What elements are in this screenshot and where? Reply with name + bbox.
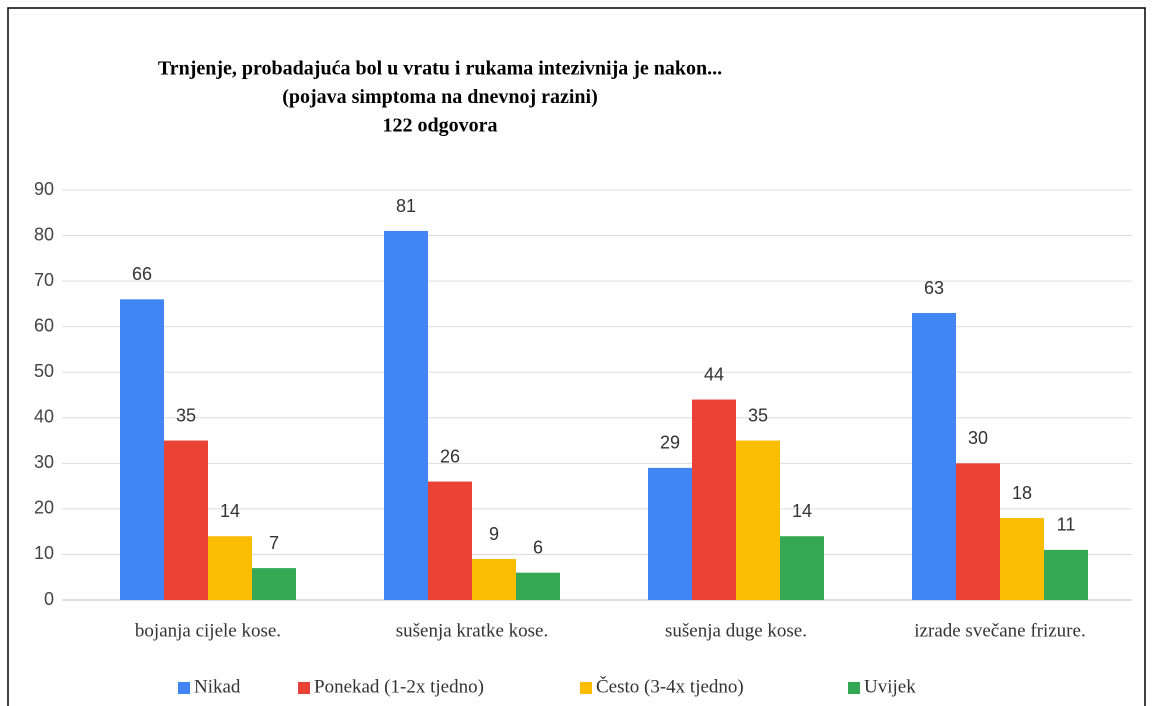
y-tick-label: 30: [34, 452, 54, 472]
data-label: 63: [924, 278, 944, 298]
data-label: 30: [968, 428, 988, 448]
data-label: 44: [704, 364, 724, 384]
legend-swatch: [298, 682, 310, 694]
data-label: 11: [1057, 515, 1076, 535]
y-tick-label: 0: [44, 589, 54, 609]
legend-label: Nikad: [194, 676, 241, 697]
chart-title: 122 odgovora: [383, 115, 498, 137]
data-label: 29: [660, 433, 680, 453]
y-tick-label: 40: [34, 407, 54, 427]
bar: [1044, 549, 1088, 600]
bar: [208, 536, 252, 600]
bar: [692, 399, 736, 600]
data-label: 35: [176, 405, 196, 425]
data-label: 9: [489, 524, 499, 544]
data-label: 6: [533, 537, 543, 557]
legend-swatch: [580, 682, 592, 694]
frame: [7, 7, 1146, 706]
bar: [164, 440, 208, 600]
data-label: 14: [792, 501, 812, 521]
bar: [252, 568, 296, 600]
x-tick-label: bojanja cijele kose.: [135, 620, 281, 641]
bar: [736, 440, 780, 600]
bar: [648, 467, 692, 600]
chart-title: Trnjenje, probadajuća bol u vratu i ruka…: [158, 58, 722, 80]
bar: [780, 536, 824, 600]
bar: [384, 231, 428, 600]
x-tick-label: sušenja kratke kose.: [396, 620, 548, 641]
data-label: 7: [269, 533, 279, 553]
data-label: 18: [1012, 483, 1032, 503]
bar: [516, 572, 560, 600]
y-tick-label: 10: [34, 543, 54, 563]
bar: [956, 463, 1000, 600]
data-label: 81: [396, 196, 416, 216]
x-tick-label: izrade svečane frizure.: [914, 620, 1085, 641]
y-tick-label: 50: [34, 361, 54, 381]
legend-swatch: [178, 682, 190, 694]
y-tick-label: 20: [34, 498, 54, 518]
data-label: 66: [132, 264, 152, 284]
data-label: 35: [748, 405, 768, 425]
y-tick-label: 80: [34, 224, 54, 244]
legend-swatch: [848, 682, 860, 694]
y-tick-label: 70: [34, 270, 54, 290]
chart-title: (pojava simptoma na dnevnoj razini): [282, 86, 598, 108]
y-tick-label: 60: [34, 315, 54, 335]
bar: [472, 559, 516, 600]
legend-label: Ponekad (1-2x tjedno): [314, 676, 484, 697]
bar: [120, 299, 164, 600]
x-tick-label: sušenja duge kose.: [665, 620, 807, 641]
data-label: 26: [440, 446, 460, 466]
bar: [428, 481, 472, 600]
bar: [1000, 518, 1044, 600]
legend-label: Često (3-4x tjedno): [596, 675, 744, 697]
data-label: 14: [220, 501, 240, 521]
y-tick-label: 90: [34, 179, 54, 199]
bar: [912, 313, 956, 600]
legend-label: Uvijek: [864, 676, 916, 697]
